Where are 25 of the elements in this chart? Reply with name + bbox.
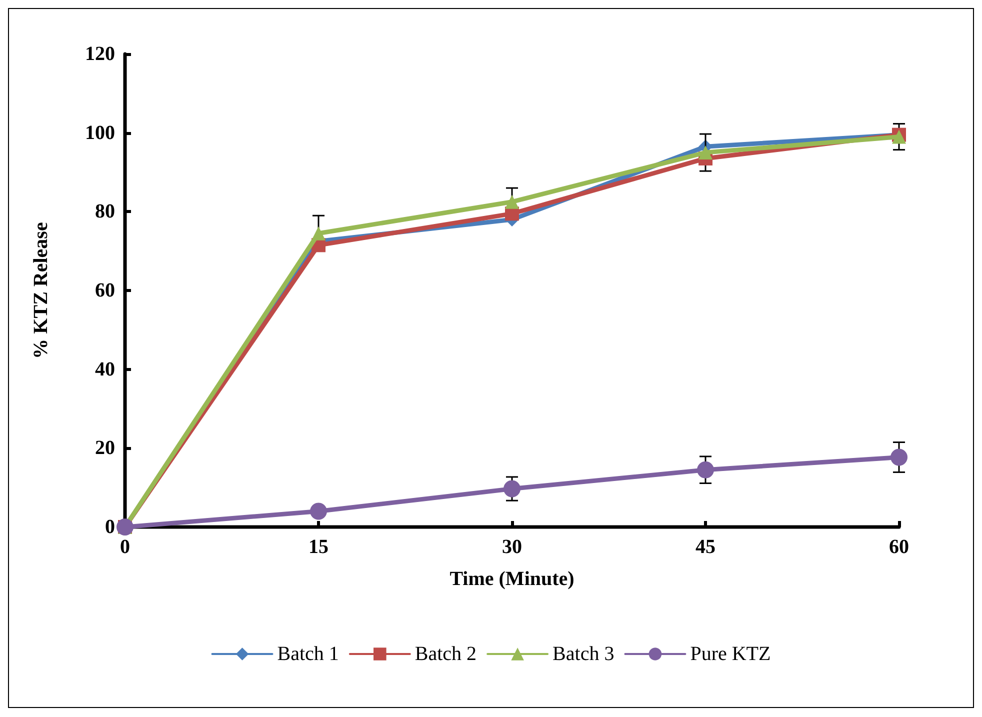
point: [890, 448, 908, 466]
point: [312, 226, 326, 240]
y-tick-label: 60: [95, 280, 115, 302]
x-tick-label: 0: [120, 536, 130, 558]
x-tick-label: 30: [502, 536, 522, 558]
point: [698, 146, 712, 160]
y-tick-label: 80: [95, 200, 115, 223]
x-tick-label: 60: [889, 536, 909, 558]
x-tick-label: 15: [308, 536, 328, 558]
y-tick-label: 100: [85, 122, 115, 144]
y-tick-label: 120: [85, 43, 115, 65]
legend-label: Pure KTZ: [690, 643, 771, 665]
x-axis-title: Time (Minute): [450, 568, 574, 590]
y-tick-label: 20: [95, 437, 115, 460]
x-tick-label: 45: [696, 536, 716, 558]
legend-label: Batch 1: [277, 643, 339, 665]
y-axis-title: % KTZ Release: [30, 222, 52, 359]
point: [310, 502, 327, 520]
legend-label: Batch 2: [414, 643, 477, 665]
legend-label: Batch 3: [552, 643, 614, 665]
y-tick-label: 40: [95, 358, 115, 380]
y-tick-label: 0: [105, 516, 115, 538]
point: [505, 194, 519, 209]
point: [697, 461, 714, 478]
point: [504, 480, 520, 498]
